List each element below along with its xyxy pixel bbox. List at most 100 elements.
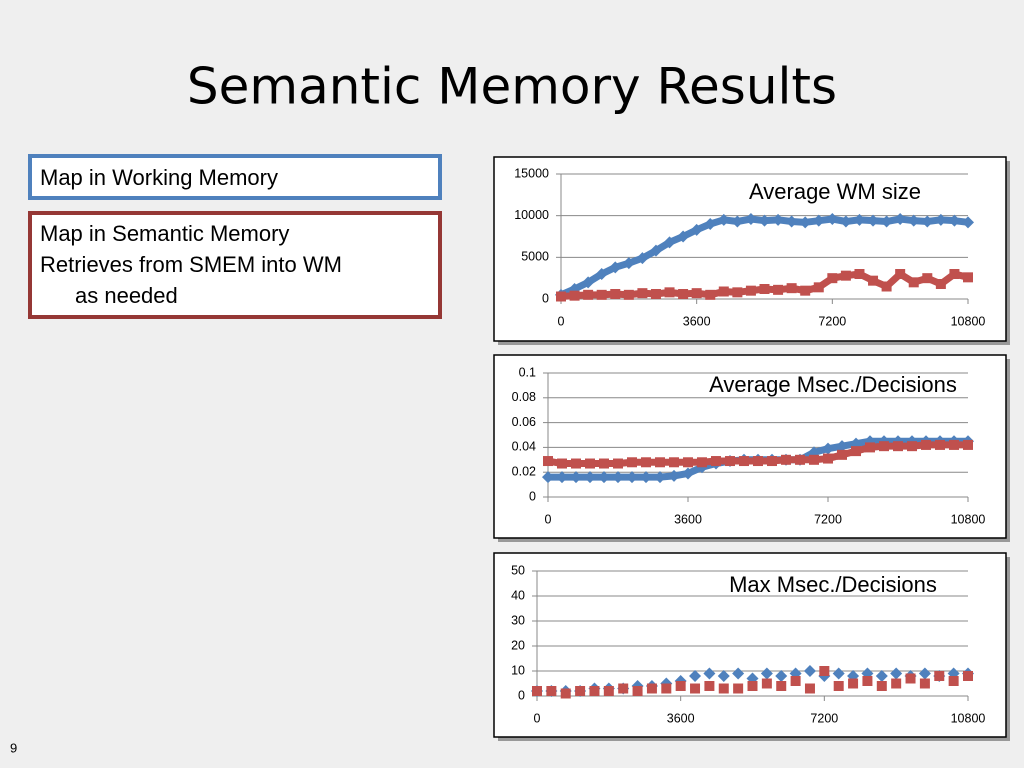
page-number: 9 [10,740,17,755]
y-tick-label: 30 [511,613,525,627]
marker [654,471,666,484]
marker [907,441,917,452]
marker [569,290,580,301]
box-line: Retrieves from SMEM into WM [40,252,342,277]
marker [837,449,847,460]
marker [678,289,689,299]
marker [664,287,675,298]
x-tick-label: 0 [534,711,541,725]
marker [595,268,608,280]
marker [575,686,586,696]
marker [705,289,716,300]
x-tick-label: 3600 [674,512,702,526]
marker [832,667,845,680]
marker [963,439,973,450]
marker [876,681,887,691]
marker [557,458,567,469]
marker [560,688,571,699]
marker [570,471,582,484]
marker [585,458,595,469]
marker [745,285,756,296]
marker [669,457,679,468]
chart-title: Average Msec./Decisions [709,372,957,397]
marker [582,276,595,289]
marker [799,216,812,229]
marker [867,214,880,227]
marker [948,214,961,227]
text-box [28,211,442,319]
x-tick-label: 7200 [818,314,846,328]
marker [543,456,553,467]
y-tick-label: 0.1 [519,365,536,379]
text-box [28,154,442,200]
marker [732,667,745,680]
x-tick-label: 0 [558,314,565,328]
marker [733,683,744,694]
marker [935,439,945,450]
marker [819,666,830,676]
marker [826,213,839,225]
marker [827,273,838,284]
x-tick-label: 10800 [951,512,986,526]
y-tick-label: 15000 [514,166,549,180]
y-tick-label: 10 [511,663,525,677]
box-line: as needed [75,283,178,308]
marker [612,471,624,484]
marker [704,681,715,691]
marker [675,681,686,691]
marker [641,457,651,468]
y-tick-label: 0.08 [512,390,536,404]
y-tick-label: 0 [542,291,549,305]
marker [853,213,866,226]
marker [609,261,622,274]
marker [775,670,788,682]
marker [919,678,930,689]
marker [718,286,729,297]
marker [786,283,797,294]
marker [744,213,757,225]
marker [949,439,959,450]
y-tick-label: 40 [511,588,525,602]
marker [613,458,623,469]
marker [895,269,906,279]
marker [739,456,749,467]
marker [948,676,959,686]
marker [865,442,875,453]
marker [650,289,661,299]
marker [717,213,730,226]
marker [655,457,665,468]
marker [583,289,594,300]
marker [812,214,825,227]
y-tick-label: 0.06 [512,415,536,429]
marker [758,214,771,227]
x-tick-label: 10800 [951,314,986,328]
x-tick-label: 7200 [810,711,838,725]
marker [934,671,945,681]
x-tick-label: 3600 [683,314,711,328]
x-tick-label: 7200 [814,512,842,526]
marker [571,458,581,469]
marker [922,273,933,284]
marker [935,279,946,289]
marker [690,683,701,694]
marker [603,686,614,696]
marker [542,471,554,484]
marker [840,270,851,281]
marker [854,269,865,279]
marker [785,215,798,228]
x-tick-label: 0 [545,512,552,526]
marker [689,670,702,682]
marker [907,214,920,227]
marker [703,667,716,680]
marker [690,223,703,236]
marker [772,213,785,226]
y-tick-label: 0.02 [512,464,536,478]
box-line: Map in Semantic Memory [40,221,289,246]
marker [649,244,662,257]
marker [747,681,758,691]
marker [697,457,707,468]
marker [839,215,852,228]
y-tick-label: 50 [511,563,525,577]
marker [773,284,784,295]
marker [822,442,834,455]
